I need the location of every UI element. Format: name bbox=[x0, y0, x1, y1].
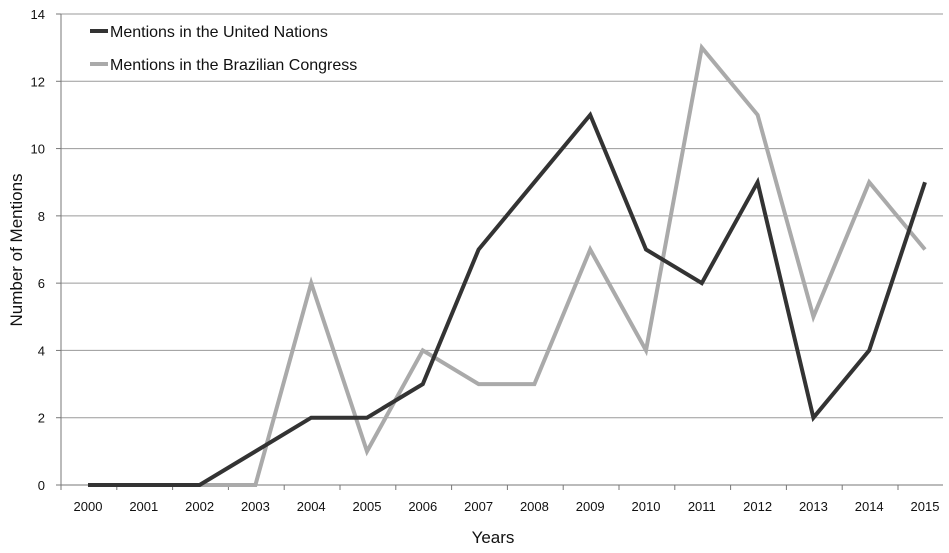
series-line-0 bbox=[88, 111, 927, 487]
legend-label: Mentions in the United Nations bbox=[110, 24, 328, 41]
x-tick-label: 2008 bbox=[520, 499, 549, 514]
grid-lines bbox=[61, 13, 943, 419]
y-tick-label: 6 bbox=[38, 276, 45, 291]
legend-label: Mentions in the Brazilian Congress bbox=[110, 57, 357, 74]
y-tick-label: 14 bbox=[31, 7, 45, 22]
series-lines bbox=[88, 43, 927, 487]
x-tick-label: 2013 bbox=[799, 499, 828, 514]
x-tick-label: 2014 bbox=[855, 499, 884, 514]
x-tick-label: 2012 bbox=[743, 499, 772, 514]
x-tick-label: 2000 bbox=[74, 499, 103, 514]
x-tick-label: 2001 bbox=[129, 499, 158, 514]
legend: Mentions in the United Nations Mentions i… bbox=[90, 24, 357, 74]
y-tick-label: 8 bbox=[38, 209, 45, 224]
y-tick-labels: 0 2 4 6 8 10 12 14 bbox=[31, 7, 45, 493]
y-tick-label: 10 bbox=[31, 142, 45, 157]
x-tick-label: 2003 bbox=[241, 499, 270, 514]
x-tick-label: 2007 bbox=[464, 499, 493, 514]
x-tick-label: 2004 bbox=[297, 499, 326, 514]
series-line-1 bbox=[88, 43, 927, 487]
x-tick-label: 2009 bbox=[576, 499, 605, 514]
x-tick-label: 2010 bbox=[632, 499, 661, 514]
y-axis-title: Number of Mentions bbox=[7, 173, 26, 326]
x-tick-labels: 2000 2001 2002 2003 2004 2005 2006 2007 2008 2009… bbox=[74, 499, 940, 514]
y-tick-label: 12 bbox=[31, 74, 45, 89]
x-tick-label: 2005 bbox=[353, 499, 382, 514]
y-tick-label: 0 bbox=[38, 478, 45, 493]
y-tick-label: 4 bbox=[38, 343, 45, 358]
x-axis-title: Years bbox=[472, 528, 515, 547]
x-tick-label: 2002 bbox=[185, 499, 214, 514]
x-tick-label: 2011 bbox=[688, 499, 716, 514]
x-tick-label: 2006 bbox=[408, 499, 437, 514]
y-tick-label: 2 bbox=[38, 411, 45, 426]
x-tick-label: 2015 bbox=[911, 499, 940, 514]
